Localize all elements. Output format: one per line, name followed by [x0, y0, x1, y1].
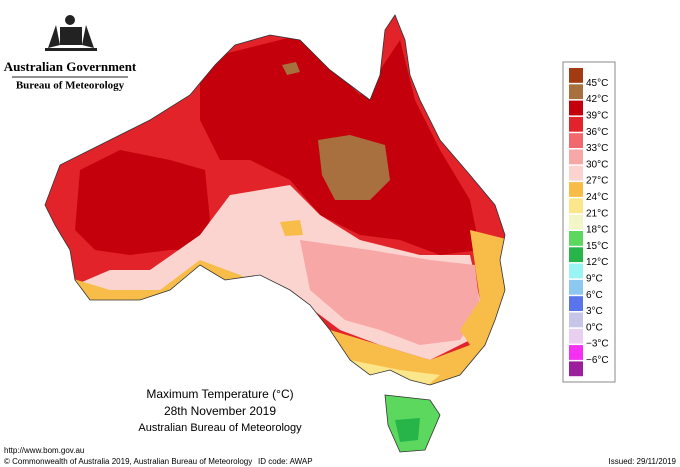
legend-swatch	[569, 182, 583, 197]
legend-label: 21°C	[586, 208, 608, 219]
caption-source: Australian Bureau of Meteorology	[138, 422, 302, 434]
legend-swatch	[569, 231, 583, 246]
caption-date: 28th November 2019	[164, 404, 276, 418]
legend-label: 15°C	[586, 241, 608, 252]
legend-swatch	[569, 133, 583, 148]
legend-label: −3°C	[586, 339, 609, 350]
legend-label: 27°C	[586, 176, 608, 187]
header-title: Australian Government	[4, 59, 137, 74]
legend-label: 18°C	[586, 225, 608, 236]
legend-swatch	[569, 84, 583, 100]
legend-label: 36°C	[586, 127, 608, 138]
tasmania-cool	[395, 418, 420, 442]
legend-label: 39°C	[586, 111, 608, 122]
legend-label: 0°C	[586, 322, 603, 333]
legend-swatch	[569, 198, 583, 214]
legend-swatch	[569, 214, 583, 230]
legend-swatch	[569, 361, 583, 377]
legend-label: 6°C	[586, 290, 603, 301]
legend-swatch	[569, 68, 583, 83]
legend-swatch	[569, 247, 583, 263]
footer-copyright: © Commonwealth of Australia 2019, Austra…	[4, 457, 252, 466]
legend-swatch	[569, 279, 583, 295]
caption-title: Maximum Temperature (°C)	[146, 387, 293, 401]
legend-swatch	[569, 345, 583, 360]
legend-swatch	[569, 296, 583, 311]
legend-label: 33°C	[586, 143, 608, 154]
legend-label: 45°C	[586, 78, 608, 89]
legend-label: 42°C	[586, 94, 608, 105]
legend-swatch	[569, 263, 583, 279]
legend-label: 3°C	[586, 306, 603, 317]
legend-swatch	[569, 165, 583, 181]
legend-swatch	[569, 149, 583, 165]
legend-label: 12°C	[586, 257, 608, 268]
footer-issued: Issued: 29/11/2019	[609, 457, 677, 466]
header-subtitle: Bureau of Meteorology	[16, 80, 125, 92]
footer-id: ID code: AWAP	[258, 457, 313, 466]
coat-of-arms	[45, 15, 97, 51]
legend-label: 24°C	[586, 192, 608, 203]
legend-label: 9°C	[586, 274, 603, 285]
legend-swatch	[569, 312, 583, 328]
legend-swatch	[569, 100, 583, 116]
footer-url: http://www.bom.gov.au	[4, 446, 84, 455]
legend-swatch	[569, 116, 583, 132]
legend-swatch	[569, 328, 583, 344]
legend: 45°C 42°C 39°C 36°C 33°C 30°C 27°C 24°C 21°C 18°C…	[562, 61, 616, 383]
legend-label: −6°C	[586, 355, 609, 366]
legend-label: 30°C	[586, 159, 608, 170]
